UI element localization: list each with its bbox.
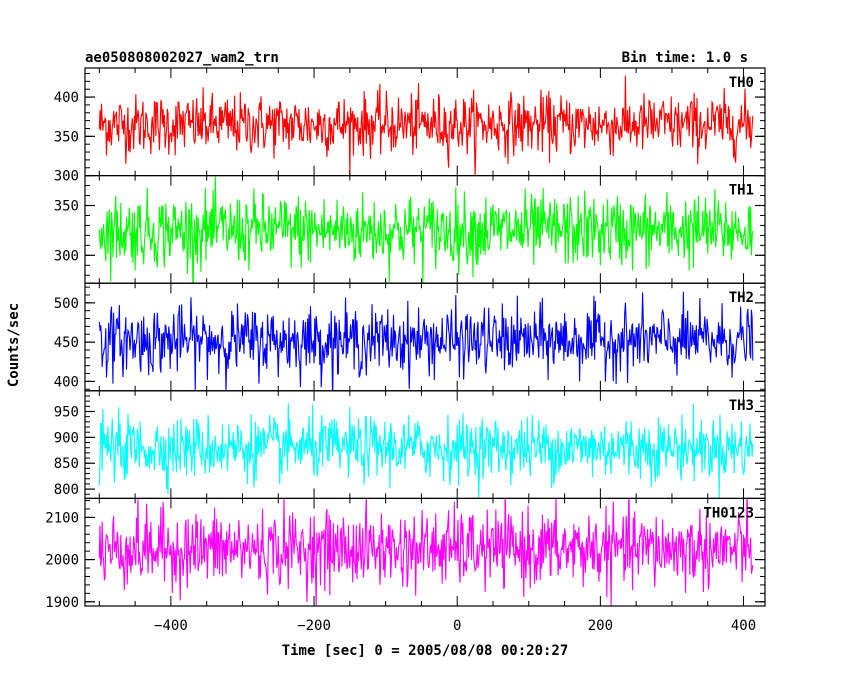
series-label-th2: TH2 [729,290,754,306]
y-tick-label: 900 [54,430,79,446]
y-tick-label: 2100 [45,510,79,526]
series-line-th2 [98,291,754,391]
panel-th0123: 1900 2000 2100 TH0123 [45,497,766,611]
y-tick-label: 300 [54,248,79,264]
series-line-th3 [98,403,754,499]
series-label-th0: TH0 [729,75,754,91]
y-tick-label: 850 [54,456,79,472]
x-tick-label: 0 [453,618,461,634]
series-line-th0 [98,75,754,176]
series-label-th3: TH3 [729,398,754,414]
x-tick-label: 200 [588,618,613,634]
series-line-th1 [98,175,754,284]
y-tick-label: 400 [54,90,79,106]
y-tick-label: 2000 [45,553,79,569]
y-tick-label: 350 [54,129,79,145]
x-tick-label: −200 [297,618,331,634]
x-tick-label: 400 [731,618,756,634]
series-label-th1: TH1 [729,183,754,199]
y-tick-label: 800 [54,482,79,498]
x-tick-label: −400 [154,618,188,634]
panel-th1: 300 350 TH1 [54,175,766,284]
y-tick-label: 950 [54,404,79,420]
panel-th2: 400 450 500 TH2 [54,282,766,392]
series-label-th0123: TH0123 [703,505,754,521]
chart-title-right: Bin time: 1.0 s [622,50,748,66]
y-tick-label: 300 [54,169,79,185]
y-tick-label: 500 [54,296,79,312]
panel-th3: 800 850 900 950 TH3 [54,390,766,499]
y-axis-label: Counts/sec [6,303,22,387]
y-tick-label: 450 [54,335,79,351]
x-axis-label: Time [sec] 0 = 2005/08/08 00:20:27 [282,643,569,659]
series-line-th0123 [98,498,754,606]
y-tick-label: 400 [54,374,79,390]
panel-th0: 300 350 400 TH0 [54,67,766,185]
y-tick-label: 350 [54,198,79,214]
panel-frame [84,497,766,607]
y-tick-label: 1900 [45,595,79,611]
chart-title-left: ae050808002027_wam2_trn [85,50,279,66]
